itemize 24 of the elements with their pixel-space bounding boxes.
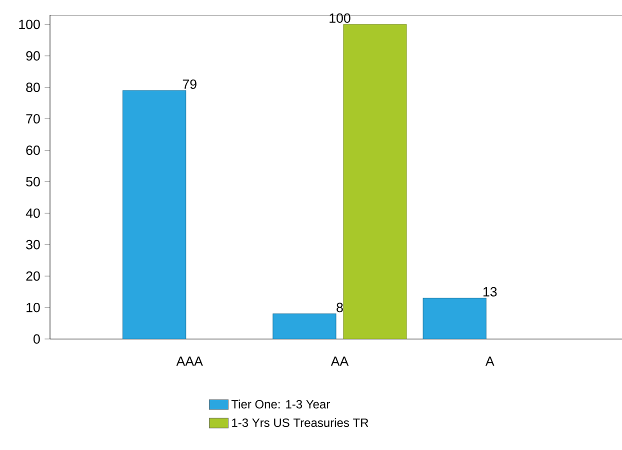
y-tick-label: 40 <box>26 208 40 218</box>
bar <box>122 90 186 339</box>
x-tick-label: AAA <box>176 356 203 366</box>
data-label: 100 <box>330 13 350 23</box>
y-tick-label: 60 <box>26 146 40 155</box>
x-tick-label: A <box>485 356 494 366</box>
legend-label: Tier One: 1-3 Year <box>231 400 330 408</box>
y-tick-label: 30 <box>26 240 40 250</box>
y-tick-label: 100 <box>19 20 40 30</box>
x-tick-label: AA <box>330 356 349 366</box>
bar <box>422 298 486 339</box>
y-tick-label: 90 <box>26 51 40 61</box>
y-tick-label: 80 <box>26 82 40 92</box>
y-tick-label: 0 <box>34 334 40 344</box>
data-label: 13 <box>483 287 497 296</box>
y-tick-label: 10 <box>26 302 40 312</box>
data-label: 8 <box>336 302 343 312</box>
data-label: 79 <box>182 79 196 89</box>
y-tick-label: 50 <box>26 176 40 186</box>
bar <box>343 24 407 339</box>
bar <box>272 314 336 339</box>
legend-label: 1-3 Yrs US Treasuries TR <box>232 418 368 427</box>
y-tick-label: 70 <box>26 114 40 124</box>
y-tick-label: 20 <box>26 271 40 281</box>
